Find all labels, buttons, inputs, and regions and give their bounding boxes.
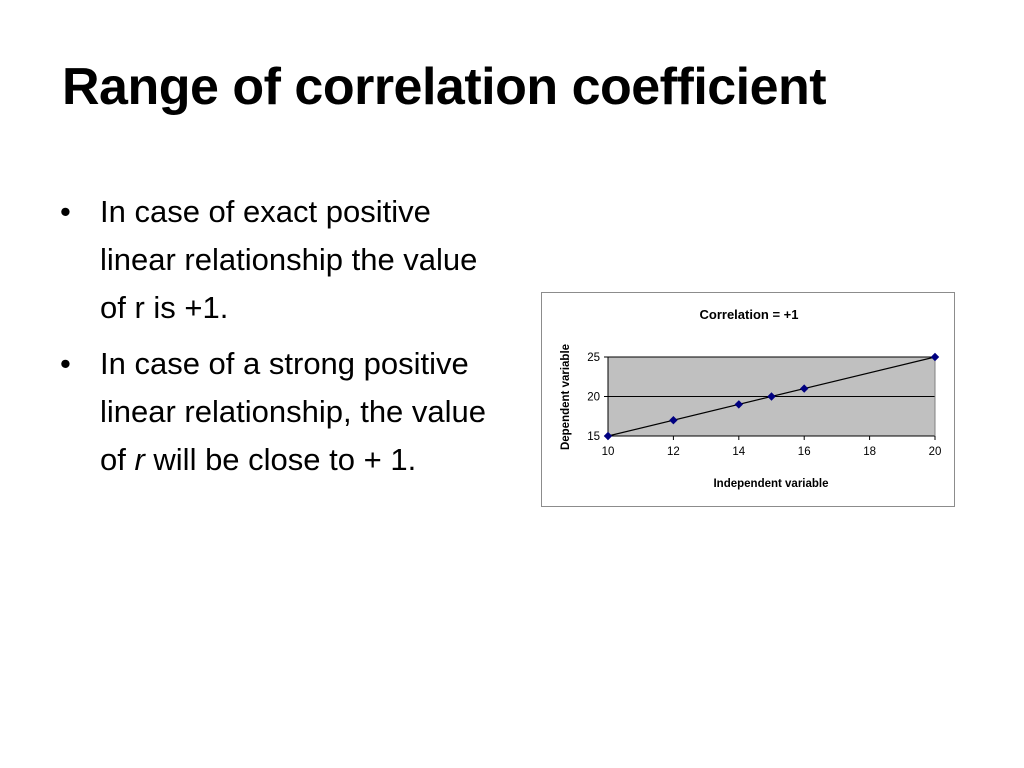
bullet-item: • In case of a strong positive linear re… xyxy=(60,340,500,484)
chart-title: Correlation = +1 xyxy=(700,307,799,322)
x-axis-label: Independent variable xyxy=(713,478,828,490)
x-tick-label: 18 xyxy=(863,446,876,458)
bullet-italic-r: r xyxy=(134,442,145,477)
x-tick-label: 14 xyxy=(732,446,745,458)
y-tick-label: 25 xyxy=(587,352,600,364)
y-tick-label: 15 xyxy=(587,431,600,443)
data-point xyxy=(734,400,744,409)
x-tick-label: 12 xyxy=(667,446,680,458)
data-point xyxy=(767,392,776,401)
bullet-dot-icon: • xyxy=(60,194,71,229)
bullet-dot-icon: • xyxy=(60,346,71,381)
data-point xyxy=(930,352,940,362)
x-tick-label: 10 xyxy=(602,446,615,458)
data-point xyxy=(799,384,809,393)
bullet-text-after: will be close to + 1. xyxy=(144,442,417,477)
x-tick-label: 16 xyxy=(798,446,811,458)
chart-svg: Correlation = +1 10 12 14 16 18 20 15 20 25 Inde… xyxy=(560,307,941,490)
y-tick-label: 20 xyxy=(587,392,600,404)
slide-title: Range of correlation coefficient xyxy=(62,58,827,116)
tick-labels: 10 12 14 16 18 20 15 20 25 xyxy=(587,352,941,458)
data-point xyxy=(603,431,613,441)
y-axis-label: Dependent variable xyxy=(560,344,572,450)
data-points xyxy=(603,352,940,441)
correlation-chart: Correlation = +1 10 12 14 16 18 20 15 20 25 Inde… xyxy=(541,292,955,507)
bullet-list: • In case of exact positive linear relat… xyxy=(60,188,500,492)
bullet-text: In case of exact positive linear relatio… xyxy=(100,194,478,325)
bullet-text-before: In case of a strong positive linear rela… xyxy=(100,346,487,477)
x-tick-label: 20 xyxy=(929,446,942,458)
bullet-item: • In case of exact positive linear relat… xyxy=(60,188,500,332)
data-point xyxy=(669,415,678,425)
